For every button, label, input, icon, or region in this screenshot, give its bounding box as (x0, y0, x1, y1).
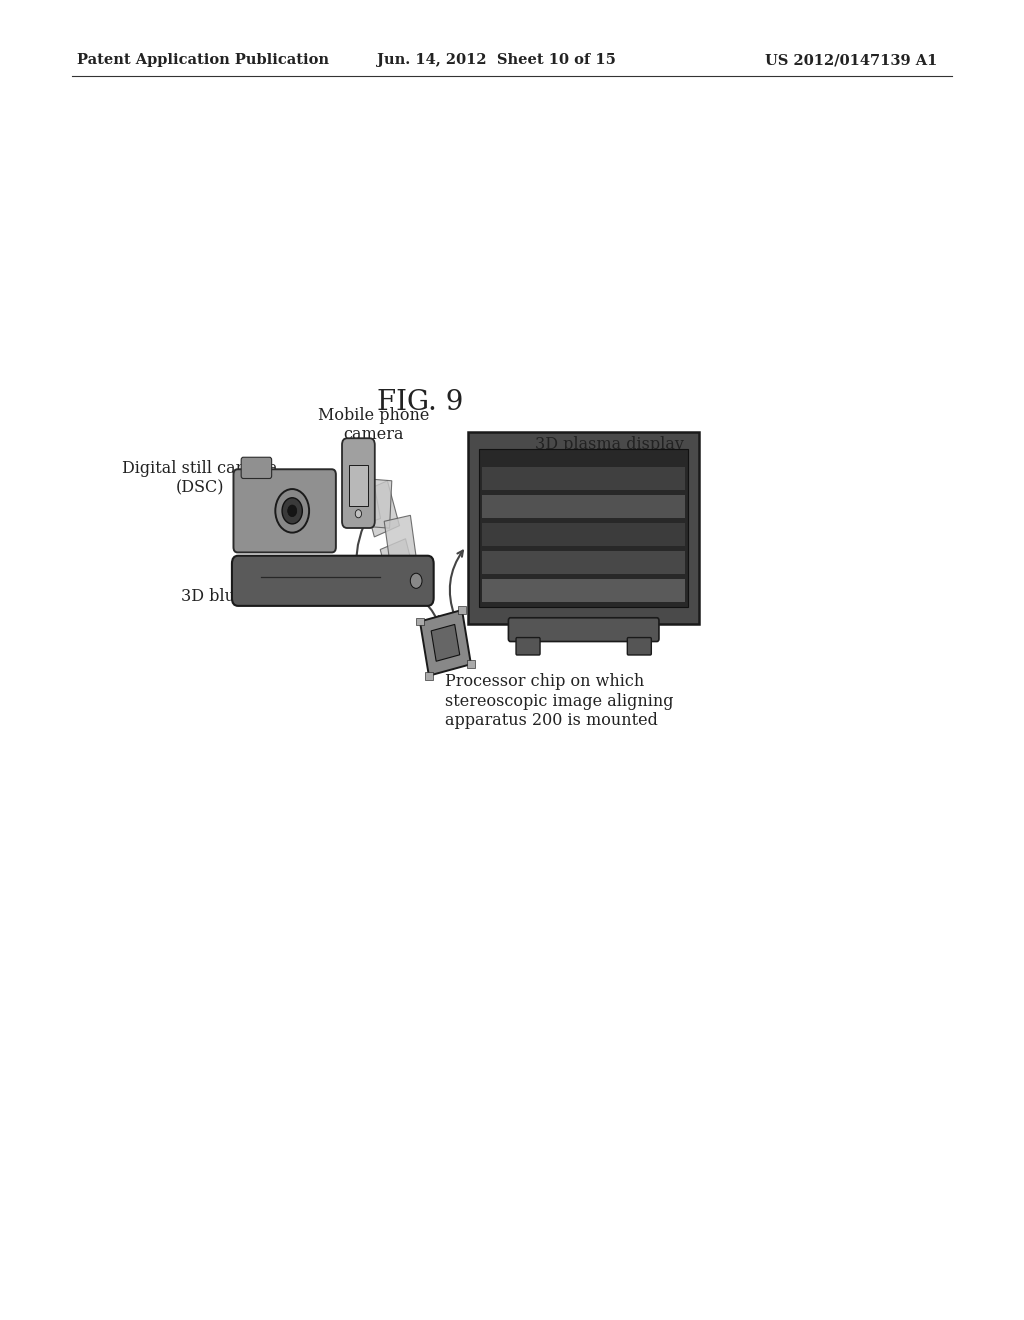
Circle shape (355, 510, 361, 517)
Circle shape (288, 506, 297, 516)
Polygon shape (362, 480, 399, 537)
Text: 3D plasma display: 3D plasma display (535, 437, 684, 453)
Text: Patent Application Publication: Patent Application Publication (77, 53, 329, 67)
FancyBboxPatch shape (231, 556, 434, 606)
FancyBboxPatch shape (482, 578, 685, 602)
Text: US 2012/0147139 A1: US 2012/0147139 A1 (765, 53, 937, 67)
FancyBboxPatch shape (348, 465, 369, 506)
FancyBboxPatch shape (468, 432, 699, 624)
FancyBboxPatch shape (342, 438, 375, 528)
Text: Mobile phone
camera: Mobile phone camera (318, 407, 429, 444)
FancyBboxPatch shape (467, 660, 475, 668)
FancyBboxPatch shape (482, 467, 685, 490)
FancyBboxPatch shape (482, 550, 685, 574)
FancyBboxPatch shape (416, 618, 424, 626)
FancyBboxPatch shape (458, 606, 466, 614)
FancyBboxPatch shape (242, 457, 271, 479)
Polygon shape (384, 515, 417, 568)
FancyBboxPatch shape (425, 672, 433, 680)
Polygon shape (420, 610, 471, 676)
Circle shape (282, 498, 302, 524)
Circle shape (411, 573, 422, 589)
FancyBboxPatch shape (516, 638, 540, 655)
Polygon shape (346, 473, 381, 527)
Text: Jun. 14, 2012  Sheet 10 of 15: Jun. 14, 2012 Sheet 10 of 15 (377, 53, 616, 67)
Text: Digital still camera
(DSC): Digital still camera (DSC) (122, 459, 278, 496)
FancyBboxPatch shape (479, 449, 688, 607)
FancyBboxPatch shape (233, 469, 336, 552)
Circle shape (275, 488, 309, 532)
Polygon shape (362, 479, 392, 528)
Polygon shape (380, 539, 417, 594)
FancyBboxPatch shape (482, 523, 685, 546)
FancyBboxPatch shape (482, 495, 685, 517)
FancyBboxPatch shape (508, 618, 659, 642)
Text: FIG. 9: FIG. 9 (377, 389, 463, 416)
Text: 3D blu-lay player: 3D blu-lay player (181, 589, 321, 605)
Polygon shape (431, 624, 460, 661)
FancyBboxPatch shape (628, 638, 651, 655)
Text: Processor chip on which
stereoscopic image aligning
apparatus 200 is mounted: Processor chip on which stereoscopic ima… (445, 673, 674, 730)
